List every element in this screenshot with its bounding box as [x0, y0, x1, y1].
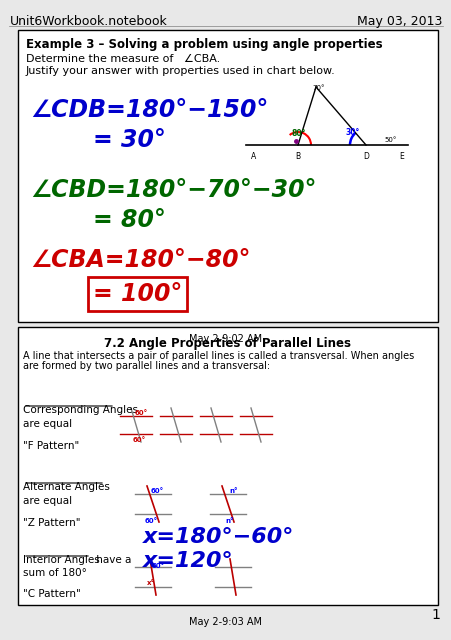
Text: A line that intersects a pair of parallel lines is called a transversal. When an: A line that intersects a pair of paralle…	[23, 351, 413, 361]
Text: May 2-9:02 AM: May 2-9:02 AM	[189, 334, 262, 344]
Text: 80°: 80°	[291, 129, 306, 138]
Text: Unit6Workbook.notebook: Unit6Workbook.notebook	[10, 15, 167, 28]
Text: Justify your answer with properties used in chart below.: Justify your answer with properties used…	[26, 66, 335, 76]
Text: = 30°: = 30°	[93, 128, 166, 152]
Text: 1: 1	[430, 608, 439, 622]
Text: E: E	[399, 152, 404, 161]
Text: Example 3 – Solving a problem using angle properties: Example 3 – Solving a problem using angl…	[26, 38, 382, 51]
Text: Alternate Angles: Alternate Angles	[23, 482, 110, 492]
Text: n°: n°	[229, 488, 237, 494]
FancyBboxPatch shape	[18, 30, 437, 322]
Text: 50°: 50°	[383, 137, 396, 143]
Text: 30°: 30°	[345, 128, 359, 137]
Text: sum of 180°: sum of 180°	[23, 568, 87, 578]
Text: May 2-9:03 AM: May 2-9:03 AM	[189, 617, 262, 627]
Text: have a: have a	[93, 555, 131, 565]
Text: x=180°−60°: x=180°−60°	[143, 527, 294, 547]
Text: Determine the measure of   ∠CBA.: Determine the measure of ∠CBA.	[26, 54, 220, 64]
Text: 70°: 70°	[311, 85, 324, 91]
Text: A: A	[251, 152, 256, 161]
Text: x=120°: x=120°	[143, 551, 233, 571]
Text: ∠CDB=180°−150°: ∠CDB=180°−150°	[30, 98, 268, 122]
Text: D: D	[362, 152, 368, 161]
Text: = 80°: = 80°	[93, 208, 166, 232]
Text: = 100°: = 100°	[93, 282, 182, 306]
Text: May 03, 2013: May 03, 2013	[356, 15, 441, 28]
Text: 60°: 60°	[135, 410, 148, 416]
Text: are equal: are equal	[23, 496, 72, 506]
FancyBboxPatch shape	[18, 327, 437, 605]
Text: 7.2 Angle Properties of Parallel Lines: 7.2 Angle Properties of Parallel Lines	[104, 337, 351, 350]
Text: "C Pattern": "C Pattern"	[23, 589, 81, 599]
Text: are formed by two parallel lines and a transversal:: are formed by two parallel lines and a t…	[23, 361, 270, 371]
Text: ∠CBD=180°−70°−30°: ∠CBD=180°−70°−30°	[30, 178, 316, 202]
Text: B: B	[295, 152, 300, 161]
Text: x°: x°	[147, 580, 155, 586]
Text: 60°: 60°	[151, 488, 164, 494]
Text: ∠CBA=180°−80°: ∠CBA=180°−80°	[30, 248, 250, 272]
Text: 60°: 60°	[145, 518, 158, 524]
Text: Interior Angles: Interior Angles	[23, 555, 100, 565]
Text: are equal: are equal	[23, 419, 72, 429]
Text: 60°: 60°	[133, 437, 146, 443]
Text: "F Pattern": "F Pattern"	[23, 441, 79, 451]
Text: 60°: 60°	[152, 563, 165, 569]
Text: "Z Pattern": "Z Pattern"	[23, 518, 80, 528]
Text: n°: n°	[225, 518, 233, 524]
Text: Corresponding Angles: Corresponding Angles	[23, 405, 138, 415]
